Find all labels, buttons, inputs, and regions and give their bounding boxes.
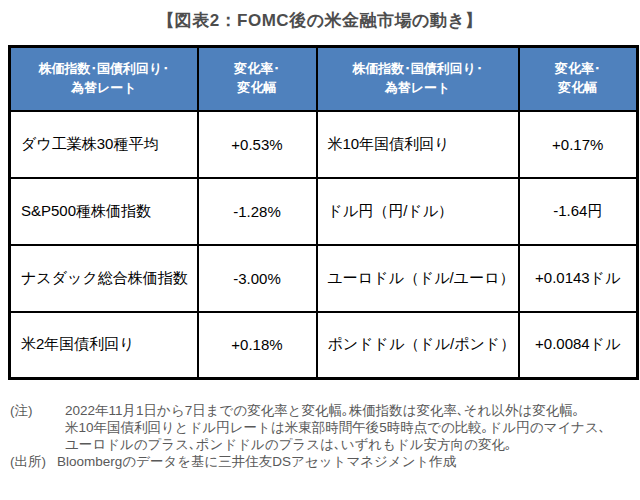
note-text: 米10年国債利回りとドル円レートは米東部時間午後5時時点での比較｡ドル円のマイナ… [57,419,640,436]
note-line: (注) 2022年11月1日から7日までの変化率と変化幅｡株価指数は変化率､それ… [10,402,640,419]
change-value: +0.53% [198,111,317,178]
column-header-change-right: 変化率･ 変化幅 [519,47,638,111]
figure-title: 【図表2：FOMC後の米金融市場の動き】 [0,0,640,32]
instrument-label: ドル円（円/ドル） [317,178,519,245]
column-header-line: 株価指数･国債利回り･ [39,61,169,76]
instrument-label: ナスダック総合株価指数 [10,245,198,312]
instrument-label: ポンドドル（ドル/ポンド） [317,312,519,379]
table-row: 米2年国債利回り +0.18% ポンドドル（ドル/ポンド） +0.0084ドル [10,312,638,379]
change-value: -3.00% [198,245,317,312]
figure-page: 【図表2：FOMC後の米金融市場の動き】 株価指数･国債利回り･ 為替レート 変… [0,0,640,500]
footnotes: (注) 2022年11月1日から7日までの変化率と変化幅｡株価指数は変化率､それ… [10,402,640,470]
source-label: (出所) [10,453,57,470]
table-header-row: 株価指数･国債利回り･ 為替レート 変化率･ 変化幅 株価指数･国債利回り･ 為… [10,47,638,111]
note-text: ユーロドルのプラス､ポンドドルのプラスは､いずれもドル安方向の変化｡ [57,436,640,453]
column-header-change-left: 変化率･ 変化幅 [198,47,317,111]
column-header-line: 変化幅 [238,80,277,95]
column-header-line: 変化幅 [558,80,597,95]
column-header-instrument-left: 株価指数･国債利回り･ 為替レート [10,47,198,111]
column-header-line: 為替レート [385,80,451,95]
column-header-line: 株価指数･国債利回り･ [352,61,482,76]
instrument-label: ユーロドル（ドル/ユーロ） [317,245,519,312]
change-value: -1.64円 [519,178,638,245]
note-label: (注) [10,402,57,419]
note-label-spacer [10,419,57,436]
table-row: ナスダック総合株価指数 -3.00% ユーロドル（ドル/ユーロ） +0.0143… [10,245,638,312]
table-row: ダウ工業株30種平均 +0.53% 米10年国債利回り +0.17% [10,111,638,178]
change-value: +0.0143ドル [519,245,638,312]
fomc-market-table: 株価指数･国債利回り･ 為替レート 変化率･ 変化幅 株価指数･国債利回り･ 為… [8,45,639,380]
change-value: +0.0084ドル [519,312,638,379]
note-label-spacer [10,436,57,453]
instrument-label: 米2年国債利回り [10,312,198,379]
source-line: (出所) Bloombergのデータを基に三井住友DSアセットマネジメント作成 [10,453,640,470]
instrument-label: 米10年国債利回り [317,111,519,178]
column-header-instrument-right: 株価指数･国債利回り･ 為替レート [317,47,519,111]
change-value: +0.18% [198,312,317,379]
note-line: 米10年国債利回りとドル円レートは米東部時間午後5時時点での比較｡ドル円のマイナ… [10,419,640,436]
table-row: S&P500種株価指数 -1.28% ドル円（円/ドル） -1.64円 [10,178,638,245]
column-header-line: 為替レート [71,80,137,95]
column-header-line: 変化率･ [555,61,601,76]
note-text: 2022年11月1日から7日までの変化率と変化幅｡株価指数は変化率､それ以外は変… [57,402,640,419]
note-line: ユーロドルのプラス､ポンドドルのプラスは､いずれもドル安方向の変化｡ [10,436,640,453]
column-header-line: 変化率･ [234,61,280,76]
instrument-label: ダウ工業株30種平均 [10,111,198,178]
source-text: Bloombergのデータを基に三井住友DSアセットマネジメント作成 [57,453,640,470]
change-value: +0.17% [519,111,638,178]
instrument-label: S&P500種株価指数 [10,178,198,245]
change-value: -1.28% [198,178,317,245]
